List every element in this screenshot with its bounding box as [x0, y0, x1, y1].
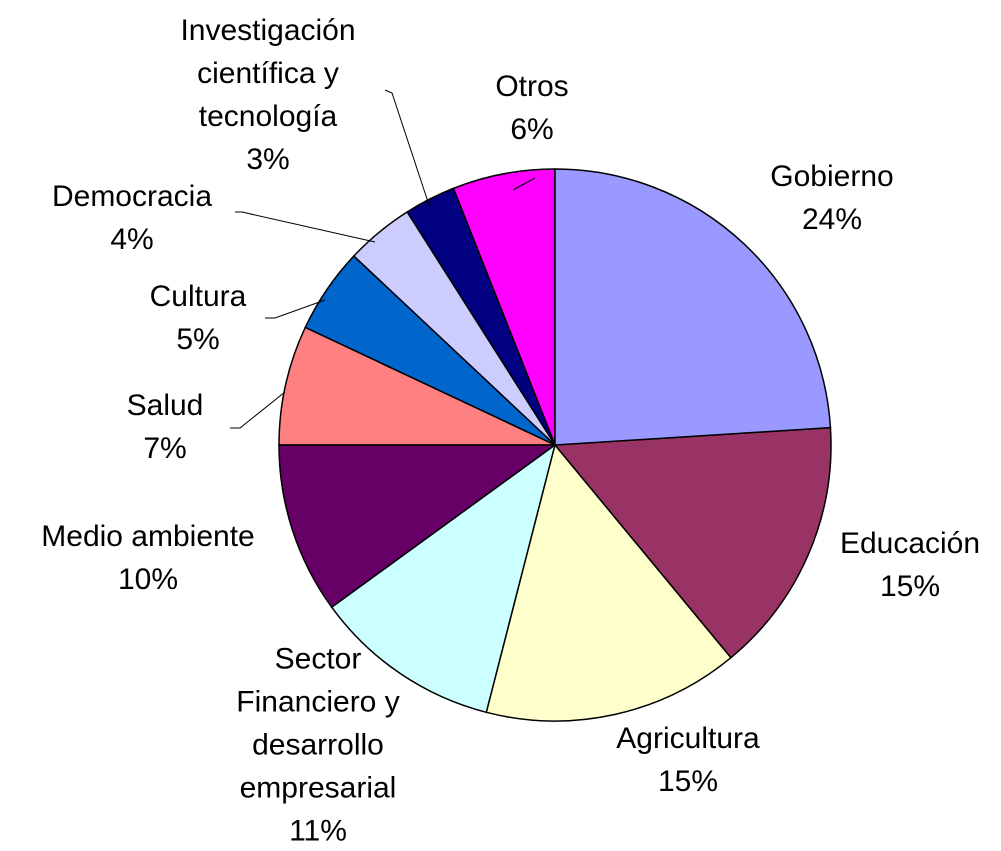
- slice-label: Sector Financiero y desarrollo empresari…: [208, 638, 428, 851]
- slice-label: Educación 15%: [800, 522, 1001, 608]
- slice-label: Agricultura 15%: [568, 717, 808, 803]
- value-label: 3%: [246, 143, 290, 176]
- slice-label: Medio ambiente 10%: [0, 515, 308, 601]
- pie-slice: [278, 326, 556, 446]
- category-label: Agricultura: [616, 722, 760, 755]
- category-label: Sector Financiero y desarrollo empresari…: [236, 642, 400, 805]
- category-label: Democracia: [51, 180, 213, 213]
- value-label: 15%: [879, 570, 941, 603]
- pie-slice: [278, 444, 558, 609]
- pie-slice: [553, 426, 832, 659]
- category-label: Salud: [126, 389, 204, 422]
- category-label: Cultura: [149, 280, 247, 313]
- value-label: 4%: [110, 223, 154, 256]
- leader-line: [230, 391, 286, 429]
- slice-label: Cultura 5%: [118, 275, 278, 361]
- category-label: Investigación científica y tecnología: [180, 14, 356, 133]
- value-label: 5%: [176, 323, 220, 356]
- value-label: 7%: [143, 432, 187, 465]
- value-label: 15%: [657, 765, 719, 798]
- value-label: 24%: [801, 203, 863, 236]
- category-label: Gobierno: [770, 160, 894, 193]
- pie-slice: [485, 443, 732, 722]
- value-label: 6%: [510, 113, 554, 146]
- slice-label: Investigación científica y tecnología 3%: [148, 9, 388, 181]
- slice-label: Otros 6%: [452, 65, 612, 151]
- pie-slice: [554, 168, 832, 446]
- value-label: 10%: [117, 563, 179, 596]
- pie-slice: [330, 443, 557, 714]
- slice-label: Gobierno 24%: [702, 155, 962, 241]
- category-label: Medio ambiente: [41, 520, 255, 553]
- leader-line: [512, 177, 536, 191]
- category-label: Otros: [495, 70, 569, 103]
- category-label: Educación: [839, 527, 981, 560]
- slice-label: Democracia 4%: [2, 175, 262, 261]
- leader-line: [265, 299, 326, 319]
- leader-line: [235, 211, 376, 243]
- value-label: 11%: [289, 814, 347, 848]
- leader-line: [384, 89, 431, 209]
- slice-label: Salud 7%: [85, 384, 245, 470]
